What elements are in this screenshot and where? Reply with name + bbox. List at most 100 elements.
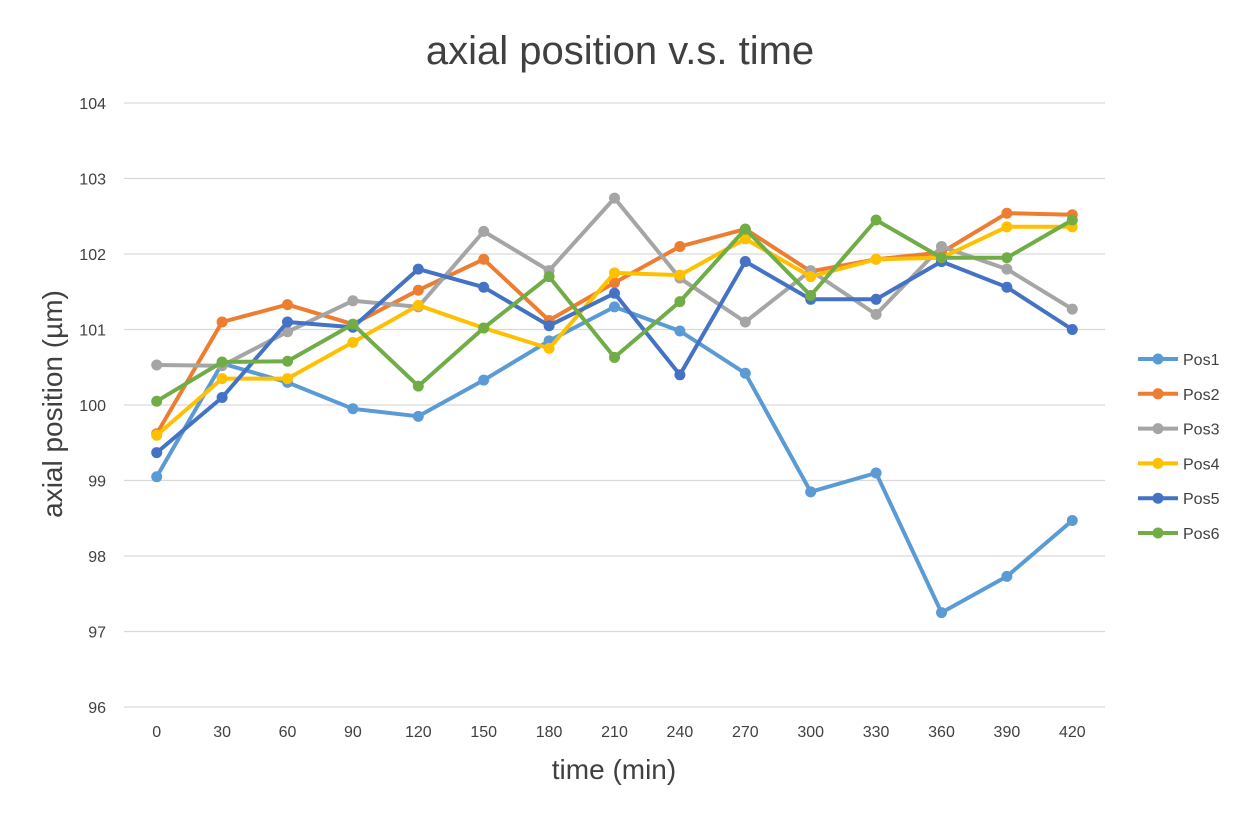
data-point-pos1 <box>870 467 882 479</box>
data-point-pos1 <box>1001 570 1013 582</box>
legend-label: Pos3 <box>1183 422 1220 439</box>
data-point-pos2 <box>674 240 686 252</box>
data-point-pos2 <box>216 316 228 328</box>
data-point-pos4 <box>609 267 620 279</box>
y-tick-label: 101 <box>79 323 106 340</box>
data-point-pos6 <box>1001 252 1013 264</box>
data-point-pos3 <box>936 240 947 252</box>
legend-item-pos1: Pos1 <box>1138 352 1220 369</box>
series-pos1 <box>151 301 1078 619</box>
data-point-pos6 <box>1066 214 1078 226</box>
x-tick-label: 180 <box>536 724 563 741</box>
data-point-pos3 <box>478 225 490 237</box>
data-point-pos5 <box>870 293 882 305</box>
data-point-pos5 <box>543 320 555 332</box>
data-point-pos1 <box>739 367 751 379</box>
legend-label: Pos5 <box>1183 491 1220 508</box>
legend-swatch-marker <box>1152 388 1164 400</box>
x-tick-label: 390 <box>994 724 1021 741</box>
data-point-pos4 <box>282 373 293 385</box>
tick-labels: 96 97 98 99 100 101 102 103 104 0 30 60 90 120 150 180 2… <box>79 96 1085 741</box>
y-tick-label: 97 <box>88 625 106 642</box>
x-tick-label: 360 <box>928 724 955 741</box>
data-point-pos6 <box>805 290 817 302</box>
data-point-pos1 <box>609 301 620 313</box>
y-tick-label: 96 <box>88 700 106 717</box>
x-tick-label: 240 <box>667 724 694 741</box>
y-tick-label: 103 <box>79 172 106 189</box>
chart-title: axial position v.s. time <box>426 29 814 73</box>
x-tick-label: 120 <box>405 724 432 741</box>
data-point-pos1 <box>805 486 817 498</box>
data-point-pos3 <box>739 316 751 328</box>
data-point-pos4 <box>1001 221 1013 233</box>
series-pos6 <box>151 214 1078 407</box>
y-tick-label: 104 <box>79 96 106 113</box>
x-tick-label: 210 <box>601 724 628 741</box>
legend-item-pos4: Pos4 <box>1138 456 1220 473</box>
data-point-pos6 <box>609 351 620 363</box>
data-point-pos6 <box>282 355 293 367</box>
data-point-pos6 <box>739 223 751 235</box>
y-axis-title: axial position (µm) <box>37 290 68 518</box>
data-point-pos1 <box>674 325 686 337</box>
x-tick-label: 270 <box>732 724 759 741</box>
data-point-pos2 <box>478 253 490 265</box>
legend: Pos1 Pos2 Pos3 Pos4 Pos5 Pos6 <box>1138 352 1220 543</box>
data-point-pos2 <box>412 284 424 296</box>
data-point-pos5 <box>216 391 228 403</box>
y-tick-label: 102 <box>79 247 106 264</box>
x-tick-label: 90 <box>344 724 362 741</box>
data-point-pos4 <box>347 336 359 348</box>
data-point-pos5 <box>478 281 490 293</box>
legend-swatch-marker <box>1152 457 1164 469</box>
data-point-pos6 <box>870 214 882 226</box>
legend-label: Pos1 <box>1183 352 1220 369</box>
series-layer <box>151 192 1078 619</box>
legend-swatch-marker <box>1152 353 1164 365</box>
y-tick-label: 100 <box>79 398 106 415</box>
data-point-pos4 <box>543 342 555 354</box>
legend-swatch-marker <box>1152 527 1164 539</box>
data-point-pos4 <box>412 299 424 311</box>
series-pos2 <box>151 207 1078 440</box>
legend-item-pos3: Pos3 <box>1138 422 1220 439</box>
x-tick-label: 30 <box>213 724 231 741</box>
legend-swatch-marker <box>1152 423 1164 435</box>
data-point-pos5 <box>151 447 163 459</box>
x-tick-label: 60 <box>279 724 297 741</box>
data-point-pos4 <box>216 373 228 385</box>
legend-swatch-marker <box>1152 492 1164 504</box>
legend-label: Pos6 <box>1183 526 1220 543</box>
data-point-pos4 <box>870 253 882 265</box>
data-point-pos4 <box>805 271 817 283</box>
y-tick-label: 98 <box>88 549 106 566</box>
data-point-pos2 <box>609 277 620 289</box>
data-point-pos1 <box>347 403 359 415</box>
data-point-pos6 <box>151 395 163 407</box>
data-point-pos6 <box>347 318 359 330</box>
data-point-pos3 <box>870 308 882 320</box>
data-point-pos1 <box>936 607 947 619</box>
data-point-pos4 <box>739 233 751 245</box>
x-tick-label: 420 <box>1059 724 1086 741</box>
legend-item-pos5: Pos5 <box>1138 491 1220 508</box>
data-point-pos2 <box>282 299 293 311</box>
data-point-pos3 <box>151 359 163 371</box>
series-line-pos4 <box>154 224 1075 438</box>
data-point-pos4 <box>151 429 163 441</box>
data-point-pos5 <box>674 369 686 381</box>
x-tick-label: 330 <box>863 724 890 741</box>
data-point-pos6 <box>412 380 424 392</box>
data-point-pos6 <box>216 356 228 368</box>
data-point-pos4 <box>674 269 686 281</box>
data-point-pos1 <box>1066 515 1078 527</box>
y-tick-label: 99 <box>88 474 106 491</box>
legend-item-pos2: Pos2 <box>1138 387 1220 404</box>
x-axis-title: time (min) <box>552 754 676 785</box>
data-point-pos1 <box>478 374 490 386</box>
legend-label: Pos2 <box>1183 387 1220 404</box>
data-point-pos5 <box>1066 324 1078 335</box>
data-point-pos3 <box>1001 263 1013 275</box>
